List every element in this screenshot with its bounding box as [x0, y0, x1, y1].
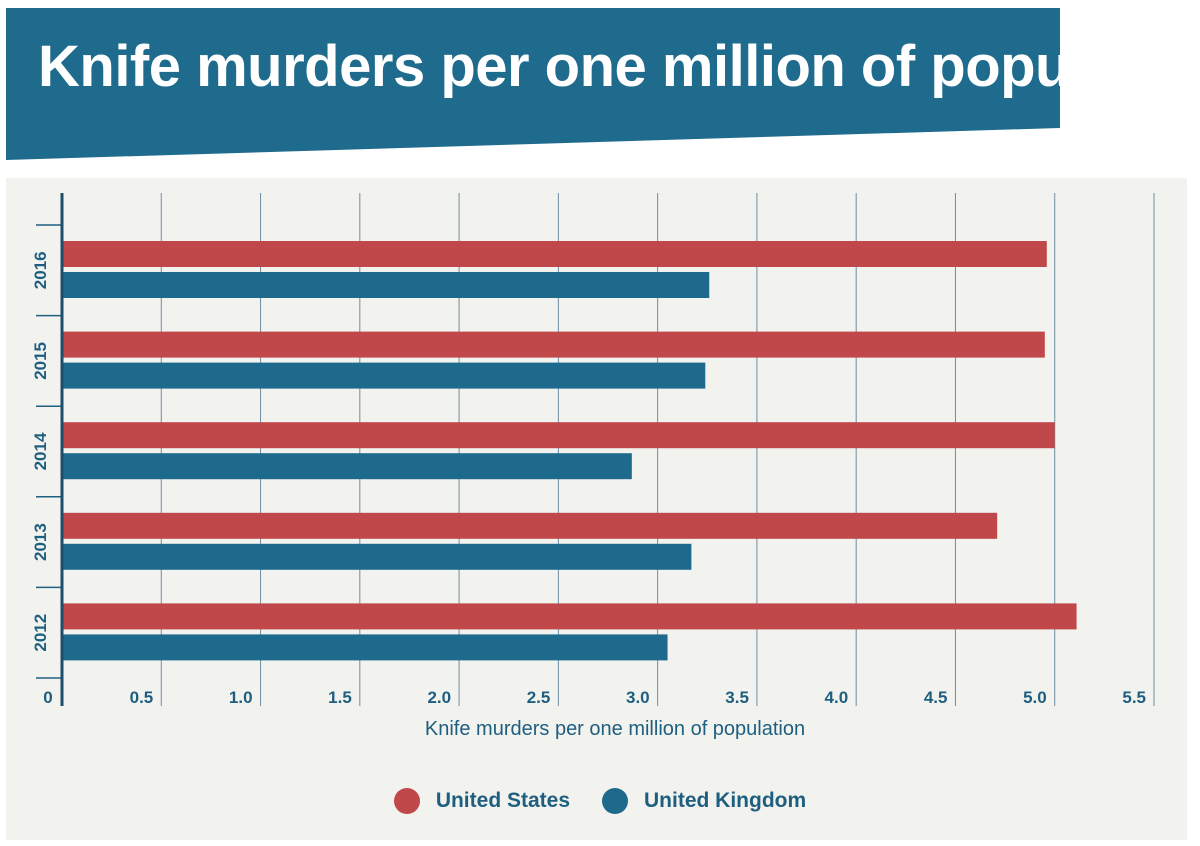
bar-uk	[62, 453, 632, 480]
x-axis-title: Knife murders per one million of populat…	[424, 718, 806, 740]
x-tick-label: 4.0	[825, 688, 849, 707]
bar-uk	[62, 362, 706, 389]
bar-us	[62, 331, 1045, 358]
x-tick-label: 2.0	[427, 688, 451, 707]
x-tick-label: 3.5	[725, 688, 749, 707]
y-category-label: 2012	[31, 614, 50, 652]
y-category-label: 2014	[31, 432, 50, 470]
y-category-label: 2015	[31, 342, 50, 380]
chart-title: Knife murders per one million of populat…	[38, 34, 1200, 99]
axes	[36, 193, 64, 706]
axis-labels: 0 0.5 1.0 1.5 2.0 2.5 3.0 3.5 4.0 4.5 5.0 5.5 2016 20…	[31, 251, 1146, 707]
bar-us	[62, 241, 1047, 267]
legend: United States United Kingdom	[0, 788, 1200, 814]
bar-uk	[62, 272, 710, 298]
x-tick-label: 2.5	[527, 688, 551, 707]
x-tick-label: 1.0	[229, 688, 253, 707]
legend-swatch-uk	[602, 788, 629, 814]
x-tick-label: 3.0	[626, 688, 650, 707]
x-tick-label: 0.5	[130, 688, 154, 707]
legend-swatch-us	[393, 788, 420, 814]
bar-uk	[62, 543, 692, 570]
y-category-label: 2016	[31, 251, 50, 289]
legend-label-uk: United Kingdom	[644, 789, 807, 812]
x-tick-label: 0	[43, 688, 52, 707]
bar-us	[62, 512, 998, 539]
legend-label-us: United States	[435, 789, 571, 812]
y-category-label: 2013	[31, 523, 50, 561]
x-tick-label: 1.5	[328, 688, 352, 707]
x-tick-label: 5.5	[1122, 688, 1146, 707]
legend-item-us: United States	[393, 788, 571, 814]
title-banner	[6, 8, 1060, 160]
bar-us	[62, 422, 1055, 449]
bar-uk	[62, 634, 668, 661]
x-tick-label: 5.0	[1023, 688, 1047, 707]
x-tick-label: 4.5	[924, 688, 948, 707]
legend-item-uk: United Kingdom	[602, 788, 806, 814]
bars	[62, 241, 1077, 661]
bar-us	[62, 603, 1077, 630]
